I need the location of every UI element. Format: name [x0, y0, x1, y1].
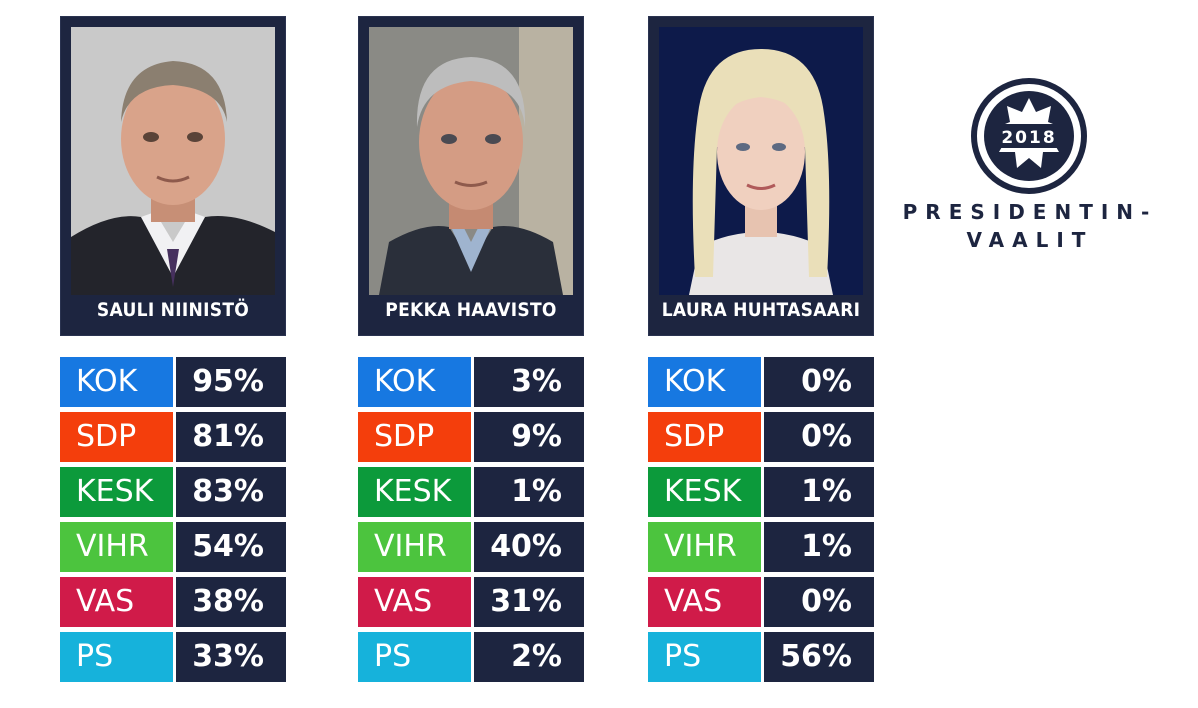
- portrait-image: [71, 27, 275, 295]
- value-cell: 1%: [764, 522, 874, 572]
- portrait-image: [659, 27, 863, 295]
- candidate-photo: [71, 27, 275, 295]
- candidate-name: PEKKA HAAVISTO: [385, 299, 557, 321]
- party-label-sdp: SDP: [358, 412, 471, 462]
- party-label-vihr: VIHR: [60, 522, 173, 572]
- star-seal-icon: 2018: [971, 78, 1087, 194]
- value-cell: 1%: [764, 467, 874, 517]
- logo-title-line2: VAALIT: [966, 228, 1094, 252]
- candidate-card: PEKKA HAAVISTO: [358, 16, 584, 336]
- party-label-ps: PS: [648, 632, 761, 682]
- candidate-photo: [369, 27, 573, 295]
- candidate-name: LAURA HUHTASAARI: [661, 299, 861, 321]
- party-label-kok: KOK: [358, 357, 471, 407]
- logo-title-line1: PRESIDENTIN-: [902, 200, 1158, 224]
- party-label-kesk: KESK: [358, 467, 471, 517]
- party-support-table: KOK 95% SDP 81% KESK 83% VIHR 54% VAS 38…: [60, 357, 286, 682]
- party-label-sdp: SDP: [648, 412, 761, 462]
- value-cell: 54%: [176, 522, 286, 572]
- party-label-vihr: VIHR: [358, 522, 471, 572]
- party-label-kok: KOK: [60, 357, 173, 407]
- party-label-sdp: SDP: [60, 412, 173, 462]
- value-cell: 3%: [474, 357, 584, 407]
- party-label-vas: VAS: [358, 577, 471, 627]
- logo-year: 2018: [1001, 128, 1056, 148]
- value-cell: 0%: [764, 412, 874, 462]
- candidate-card: LAURA HUHTASAARI: [648, 16, 874, 336]
- candidate-name: SAULI NIINISTÖ: [96, 299, 250, 321]
- party-label-ps: PS: [358, 632, 471, 682]
- value-cell: 56%: [764, 632, 874, 682]
- party-label-kesk: KESK: [648, 467, 761, 517]
- value-cell: 33%: [176, 632, 286, 682]
- party-support-table: KOK 0% SDP 0% KESK 1% VIHR 1% VAS 0% PS …: [648, 357, 874, 682]
- party-support-table: KOK 3% SDP 9% KESK 1% VIHR 40% VAS 31% P…: [358, 357, 584, 682]
- party-label-vas: VAS: [60, 577, 173, 627]
- party-label-vihr: VIHR: [648, 522, 761, 572]
- value-cell: 0%: [764, 577, 874, 627]
- value-cell: 9%: [474, 412, 584, 462]
- value-cell: 0%: [764, 357, 874, 407]
- candidate-card: SAULI NIINISTÖ: [60, 16, 286, 336]
- value-cell: 40%: [474, 522, 584, 572]
- value-cell: 83%: [176, 467, 286, 517]
- value-cell: 31%: [474, 577, 584, 627]
- value-cell: 1%: [474, 467, 584, 517]
- candidate-photo: [659, 27, 863, 295]
- value-cell: 2%: [474, 632, 584, 682]
- value-cell: 95%: [176, 357, 286, 407]
- value-cell: 38%: [176, 577, 286, 627]
- party-label-kok: KOK: [648, 357, 761, 407]
- portrait-image: [369, 27, 573, 295]
- party-label-vas: VAS: [648, 577, 761, 627]
- value-cell: 81%: [176, 412, 286, 462]
- party-label-kesk: KESK: [60, 467, 173, 517]
- election-logo: 2018 PRESIDENTIN- VAALIT: [895, 76, 1175, 256]
- party-label-ps: PS: [60, 632, 173, 682]
